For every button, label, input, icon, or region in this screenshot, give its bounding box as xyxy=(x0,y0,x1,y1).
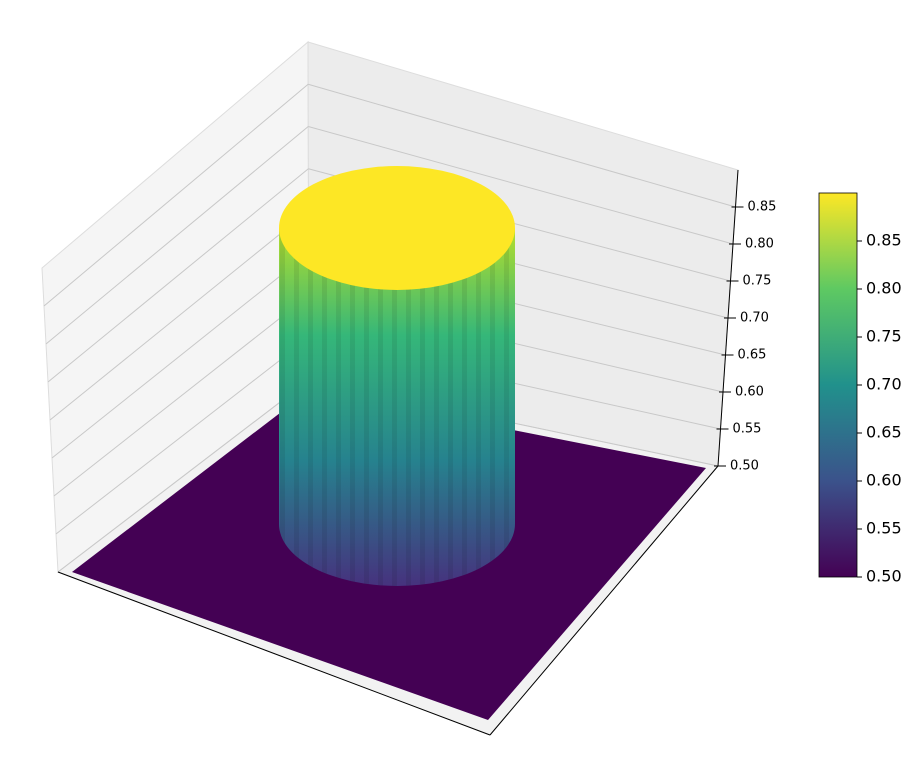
grid-line xyxy=(47,168,309,383)
z-tick-label: 0.65 xyxy=(738,348,767,363)
z-tick-label: 0.70 xyxy=(740,311,769,326)
colorbar-tick-label: 0.80 xyxy=(866,279,902,298)
colorbar-tick-label: 0.50 xyxy=(866,567,902,586)
x-axis-line xyxy=(57,571,491,736)
grid-line xyxy=(51,252,309,459)
z-tick-label: 0.55 xyxy=(733,422,762,437)
colorbar xyxy=(818,192,858,578)
grid-line xyxy=(55,337,310,535)
colorbar-tick-label: 0.70 xyxy=(866,375,902,394)
grid-line xyxy=(49,210,309,421)
surface-plateau xyxy=(279,166,515,290)
z-tick-label: 0.80 xyxy=(745,237,774,252)
colorbar-tick-label: 0.75 xyxy=(866,327,902,346)
surface-side-texture xyxy=(279,228,515,586)
colorbar-tick-label: 0.65 xyxy=(866,423,902,442)
z-tick-label: 0.75 xyxy=(743,274,772,289)
colorbar-tick-label: 0.85 xyxy=(866,231,902,250)
z-tick-label: 0.85 xyxy=(748,200,777,215)
grid-line xyxy=(57,379,310,573)
grid-line xyxy=(307,83,736,208)
z-tick-label: 0.50 xyxy=(730,459,759,474)
z-tick-label: 0.60 xyxy=(735,385,764,400)
colorbar-tick-label: 0.55 xyxy=(866,519,902,538)
grid-line xyxy=(43,83,309,307)
grid-line xyxy=(53,295,310,497)
y-axis-line xyxy=(489,465,719,736)
grid-line xyxy=(45,126,309,345)
colorbar-tick-label: 0.60 xyxy=(866,471,902,490)
grid-line xyxy=(308,126,734,245)
